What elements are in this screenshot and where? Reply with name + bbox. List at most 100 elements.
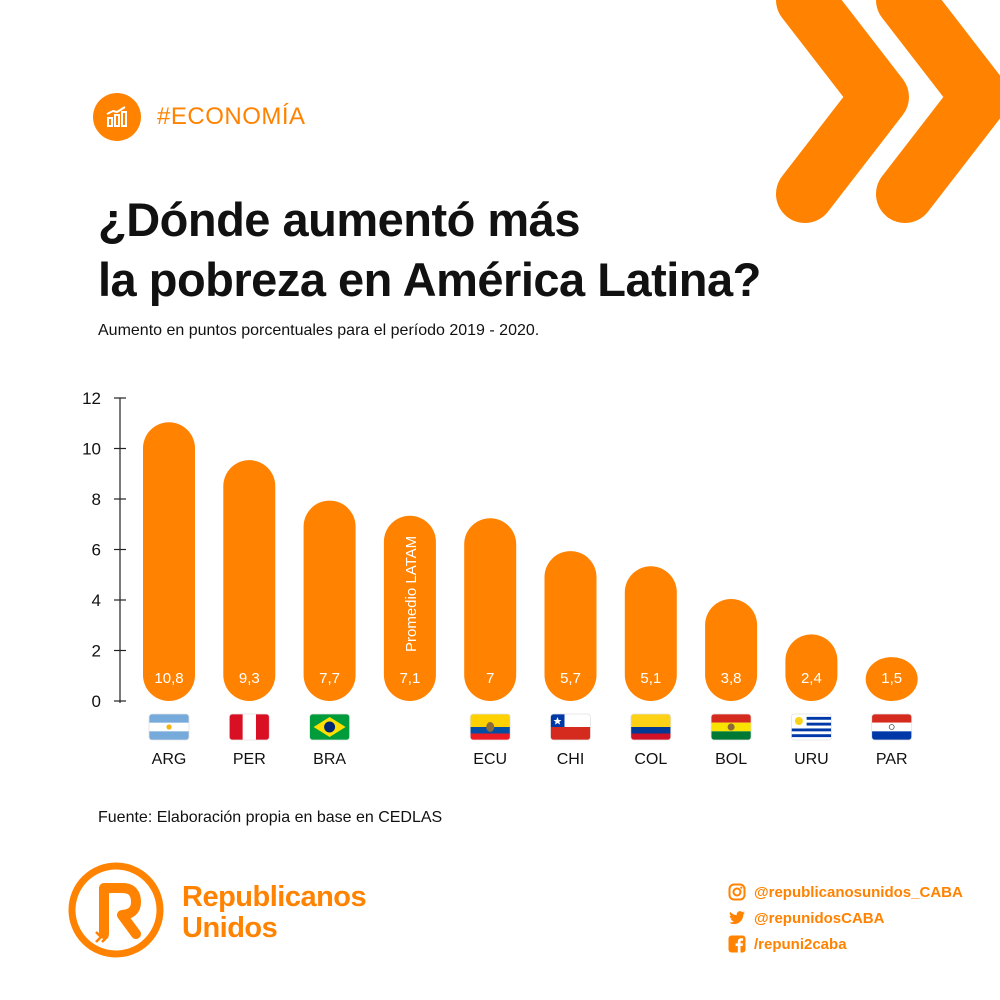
social-instagram[interactable]: @republicanosunidos_CABA	[728, 880, 963, 904]
colombia-flag-stripe	[630, 714, 671, 727]
title-line-2: la pobreza en América Latina?	[98, 253, 761, 306]
bar-value-label: 3,8	[721, 670, 742, 687]
argentina-flag-body	[149, 714, 189, 740]
uruguay-flag	[791, 713, 832, 741]
facebook-icon	[728, 935, 746, 953]
bar-value-label: 7	[486, 670, 494, 687]
bolivia-flag	[710, 713, 752, 741]
bar-value-label: 2,4	[801, 670, 822, 687]
brand: Republicanos Unidos	[68, 862, 367, 963]
x-category-label: ECU	[473, 751, 507, 768]
bar-per	[223, 460, 276, 701]
ecuador-flag-stripe	[470, 733, 511, 740]
coat-of-arms	[486, 722, 495, 732]
colombia-flag	[630, 713, 672, 741]
uruguay-flag-stripe	[791, 734, 832, 738]
colombia-flag-border	[630, 713, 672, 741]
source-note: Fuente: Elaboración propia en base en CE…	[98, 809, 443, 826]
bar-value-label: 9,3	[239, 670, 260, 687]
x-category-label: URU	[794, 751, 829, 768]
uruguay-flag-stripe	[791, 728, 832, 732]
chile-flag-stripe	[550, 727, 591, 740]
paraguay-flag-stripe	[871, 714, 912, 723]
social-facebook[interactable]: /repuni2caba	[728, 932, 963, 956]
brazil-flag-body	[309, 714, 350, 740]
x-category-label: PER	[233, 751, 266, 768]
x-category-label: CHI	[557, 751, 585, 768]
paraguay-flag-stripe	[871, 731, 912, 740]
brazil-flag-border	[309, 713, 351, 741]
paraguay-flag-body	[871, 714, 912, 740]
chile-flag	[550, 713, 591, 741]
category-tag-label: #ECONOMÍA	[157, 103, 306, 130]
uruguay-flag-body	[791, 714, 832, 740]
globe	[324, 721, 336, 733]
bar-value-label: 7,1	[399, 670, 420, 687]
bar-uru	[785, 634, 838, 701]
brand-name: Republicanos Unidos	[182, 880, 367, 944]
coat-of-arms	[727, 723, 735, 731]
bar-value-label: 5,1	[640, 670, 661, 687]
promedio-latam-label: Promedio LATAM	[403, 536, 420, 652]
peru-flag-stripe	[255, 714, 270, 740]
x-category-label: PAR	[876, 751, 908, 768]
republicanos-unidos-r-logo	[68, 862, 164, 963]
bolivia-flag-body	[711, 714, 752, 740]
x-category-label: COL	[634, 751, 667, 768]
ecuador-flag	[469, 713, 511, 741]
paraguay-flag	[871, 713, 913, 741]
uruguay-flag-border	[791, 713, 832, 741]
social-links: @republicanosunidos_CABA @repunidosCABA …	[728, 880, 963, 958]
chile-flag-body	[550, 714, 591, 740]
bar-chi	[544, 551, 597, 701]
colombia-flag-stripe	[630, 733, 671, 740]
paraguay-flag-stripe	[871, 722, 912, 732]
y-tick-label: 0	[92, 692, 101, 711]
bar-ecu	[464, 518, 517, 701]
y-tick-label: 10	[82, 440, 101, 459]
page-title: ¿Dónde aumentó más la pobreza en América…	[98, 190, 898, 310]
x-category-label: BRA	[313, 751, 346, 768]
peru-flag-stripe	[229, 714, 243, 740]
peru-flag	[228, 713, 270, 741]
social-twitter[interactable]: @repunidosCABA	[728, 906, 963, 930]
x-category-label: ARG	[152, 751, 187, 768]
instagram-handle: @republicanosunidos_CABA	[754, 883, 963, 901]
bar-arg	[143, 422, 195, 701]
bolivia-flag-stripe	[711, 731, 752, 740]
bar-value-label: 5,7	[560, 670, 581, 687]
sun-emblem	[794, 717, 803, 725]
y-tick-label: 8	[92, 490, 101, 509]
title-line-1: ¿Dónde aumentó más	[98, 193, 580, 246]
bar-chart: 0 2 4 6 8 10 12 10,8 ARG 9,3 PER 7,7 BRA 7,1 Promedio …	[82, 389, 918, 768]
colombia-flag-stripe	[630, 727, 671, 734]
bolivia-flag-border	[710, 713, 752, 741]
uruguay-flag-stripe	[791, 722, 832, 726]
sun-emblem	[166, 724, 172, 730]
instagram-icon	[728, 883, 746, 901]
star	[553, 717, 562, 725]
y-tick-label: 12	[82, 389, 101, 408]
peru-flag-body	[229, 714, 270, 740]
chile-flag-border	[550, 713, 591, 741]
bar-bra	[303, 500, 356, 701]
facebook-handle: /repuni2caba	[754, 935, 847, 953]
argentina-flag	[148, 713, 190, 741]
x-category-label: BOL	[715, 751, 747, 768]
uruguay-flag-stripe	[791, 716, 832, 720]
bar-bol	[705, 599, 758, 701]
bolivia-flag-stripe	[711, 714, 752, 723]
chart-subtitle: Aumento en puntos porcentuales para el p…	[98, 322, 540, 339]
y-tick-label: 4	[92, 591, 101, 610]
y-tick-label: 2	[92, 642, 101, 661]
ecuador-flag-border	[469, 713, 511, 741]
ecuador-flag-stripe	[470, 714, 511, 727]
bar-value-label: 10,8	[154, 670, 183, 687]
bar-value-label: 1,5	[881, 670, 902, 687]
y-tick-label: 6	[92, 541, 101, 560]
brand-name-line-2: Unidos	[182, 911, 278, 944]
category-tag: #ECONOMÍA	[93, 93, 306, 141]
bar-par	[865, 657, 918, 701]
brand-name-line-1: Republicanos	[182, 880, 367, 913]
